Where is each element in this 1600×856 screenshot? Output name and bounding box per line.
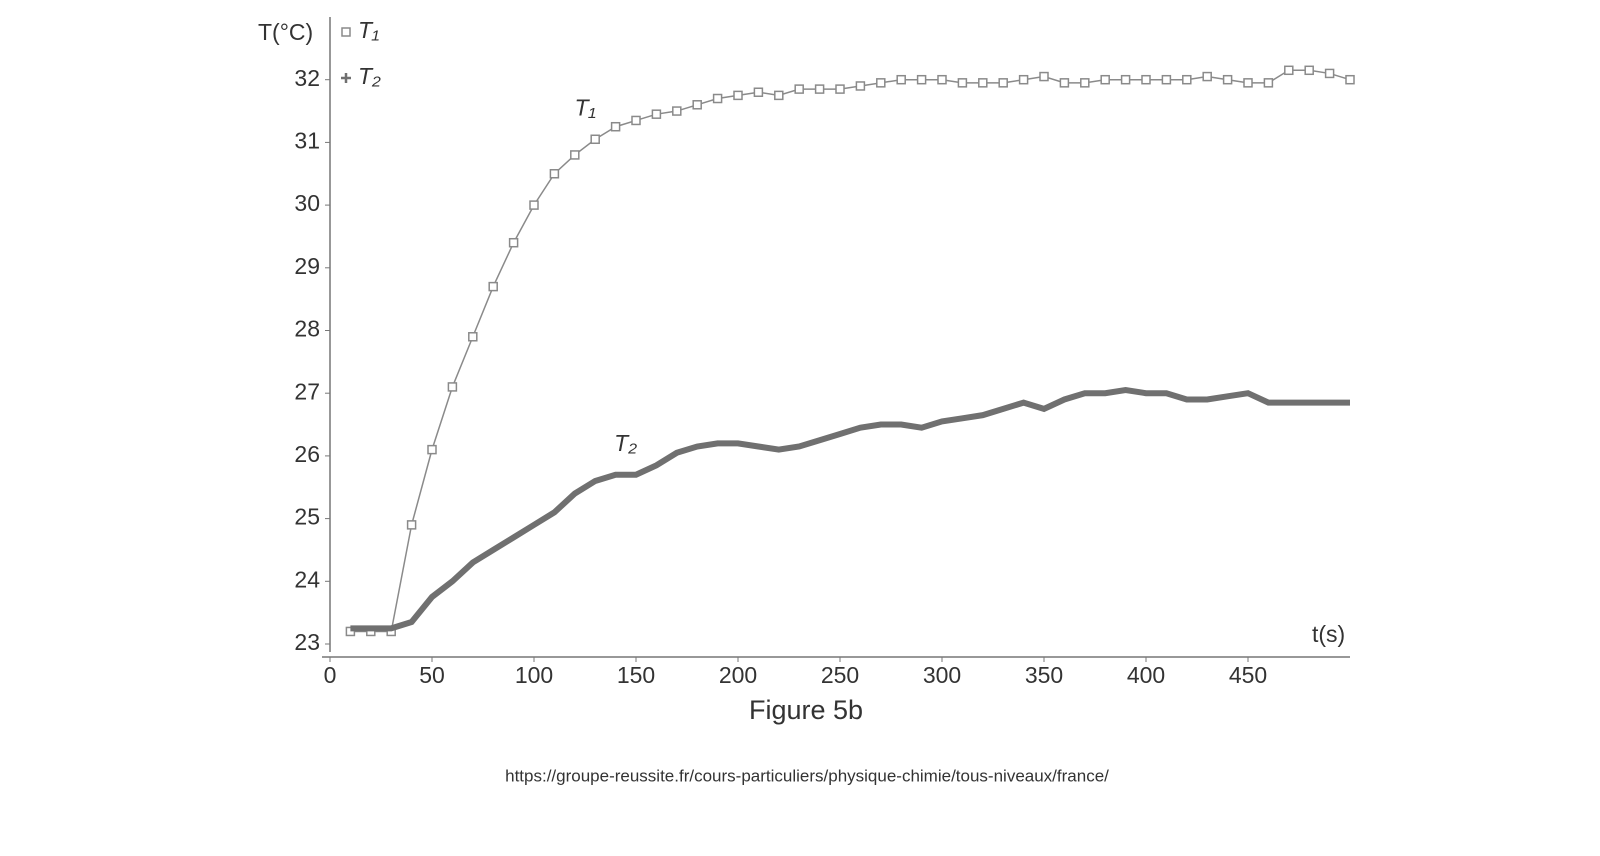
marker bbox=[957, 78, 968, 88]
marker bbox=[692, 100, 702, 110]
marker bbox=[1080, 78, 1090, 88]
series-line bbox=[350, 387, 1350, 632]
marker bbox=[1284, 65, 1294, 76]
x-tick-label: 50 bbox=[419, 662, 445, 688]
marker bbox=[341, 27, 351, 37]
marker bbox=[590, 134, 600, 145]
marker bbox=[1324, 68, 1335, 79]
marker bbox=[712, 93, 723, 104]
marker bbox=[978, 78, 988, 88]
y-tick-label: 25 bbox=[294, 504, 320, 530]
y-tick-label: 29 bbox=[294, 253, 320, 279]
marker bbox=[1120, 74, 1131, 85]
marker bbox=[529, 200, 539, 210]
x-tick-label: 300 bbox=[923, 662, 961, 688]
marker bbox=[631, 115, 641, 126]
marker bbox=[427, 444, 437, 455]
marker bbox=[508, 237, 519, 248]
marker bbox=[570, 150, 580, 160]
curve-label: T₁ bbox=[575, 94, 596, 120]
y-tick-label: 31 bbox=[294, 127, 320, 153]
caption: Figure 5b bbox=[749, 695, 863, 725]
curve-label: T₂ bbox=[614, 430, 637, 456]
x-tick-label: 250 bbox=[821, 662, 859, 688]
marker bbox=[835, 84, 845, 94]
marker bbox=[794, 84, 804, 94]
x-tick-label: 350 bbox=[1025, 662, 1063, 688]
marker bbox=[672, 106, 682, 116]
marker bbox=[406, 520, 417, 530]
x-tick-label: 200 bbox=[719, 662, 757, 688]
x-tick-label: 100 bbox=[515, 662, 553, 688]
marker bbox=[998, 78, 1008, 88]
marker bbox=[1018, 74, 1029, 85]
marker bbox=[896, 74, 906, 85]
marker bbox=[1202, 71, 1212, 82]
y-tick-label: 28 bbox=[294, 316, 320, 342]
y-axis-label: T(°C) bbox=[258, 19, 313, 45]
marker bbox=[876, 78, 886, 88]
marker bbox=[1222, 74, 1233, 85]
marker bbox=[1059, 78, 1070, 88]
marker bbox=[1182, 74, 1192, 85]
marker bbox=[651, 109, 662, 119]
y-tick-label: 26 bbox=[294, 441, 320, 467]
marker bbox=[610, 121, 621, 132]
marker bbox=[1243, 78, 1253, 88]
marker bbox=[1161, 74, 1172, 85]
marker bbox=[447, 382, 458, 392]
marker bbox=[468, 332, 478, 342]
marker bbox=[814, 84, 825, 94]
y-tick-label: 32 bbox=[294, 65, 320, 91]
marker bbox=[1039, 71, 1049, 82]
marker bbox=[916, 74, 927, 85]
marker bbox=[855, 81, 866, 91]
marker bbox=[341, 73, 351, 83]
y-tick-label: 24 bbox=[294, 566, 320, 592]
source-url: https://groupe-reussite.fr/cours-particu… bbox=[505, 766, 1109, 785]
marker bbox=[774, 90, 784, 101]
marker bbox=[1263, 78, 1274, 88]
y-tick-label: 27 bbox=[294, 378, 320, 404]
y-tick-label: 23 bbox=[294, 629, 320, 655]
x-tick-label: 0 bbox=[324, 662, 337, 688]
y-tick-label: 30 bbox=[294, 190, 320, 216]
marker bbox=[1345, 74, 1355, 85]
x-tick-label: 450 bbox=[1229, 662, 1267, 688]
marker bbox=[937, 74, 947, 85]
legend-label: T₁ bbox=[358, 17, 379, 43]
marker bbox=[1304, 65, 1314, 76]
marker bbox=[1141, 74, 1151, 85]
marker bbox=[1100, 74, 1110, 85]
marker bbox=[549, 169, 560, 179]
marker bbox=[488, 281, 498, 292]
x-tick-label: 150 bbox=[617, 662, 655, 688]
x-axis-label: t(s) bbox=[1312, 621, 1345, 647]
x-tick-label: 400 bbox=[1127, 662, 1165, 688]
marker bbox=[753, 87, 764, 97]
marker bbox=[733, 90, 743, 101]
legend-label: T₂ bbox=[358, 63, 381, 89]
